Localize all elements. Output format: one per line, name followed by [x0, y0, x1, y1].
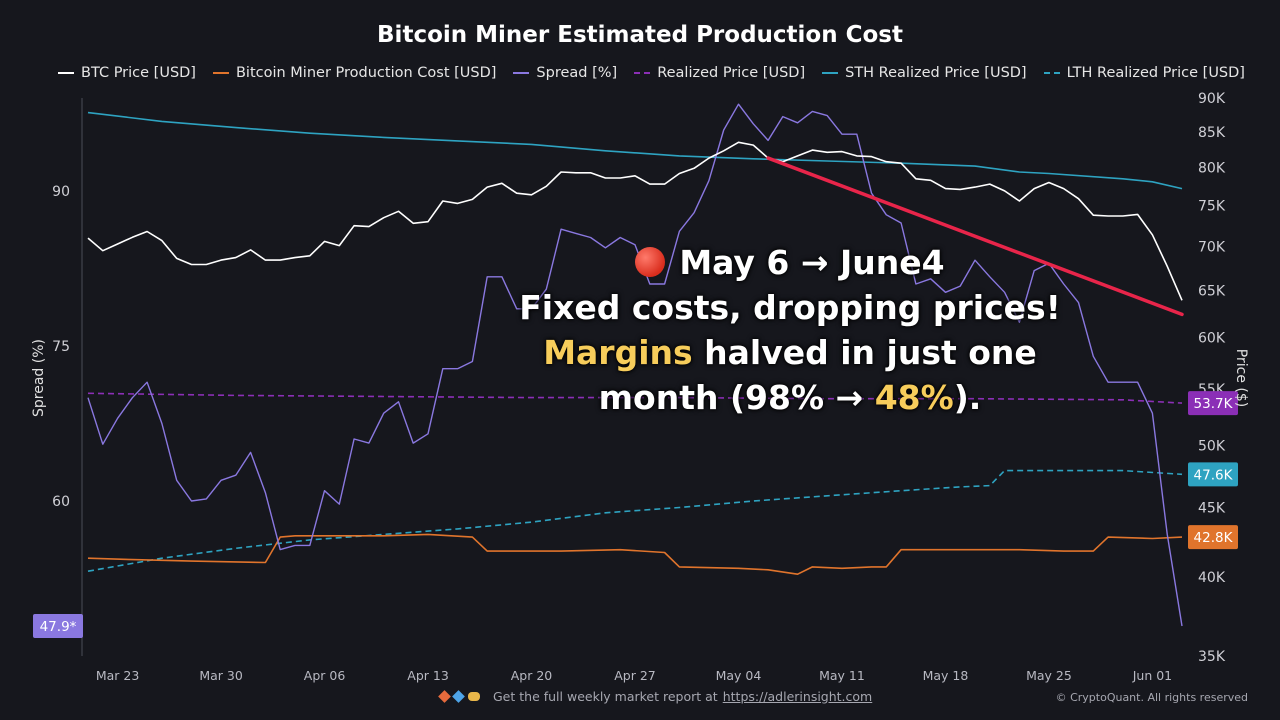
annotation-highlight-pct: 48% — [874, 378, 954, 417]
legend-item-spread[interactable]: Spread [%] — [513, 65, 617, 81]
y-right-tick-label-0: 35K — [1198, 649, 1226, 665]
annotation-date-range: May 6 → June4 — [679, 243, 945, 282]
x-tick-label-5: Apr 27 — [614, 668, 656, 683]
footer-link[interactable]: https://adlerinsight.com — [722, 689, 873, 704]
annotation-line-4-post: ). — [953, 378, 982, 417]
legend-item-sth-realized-price[interactable]: STH Realized Price [USD] — [822, 65, 1027, 81]
value-badge-label-1: 47.6K — [1194, 467, 1234, 483]
value-badge-3 — [33, 614, 83, 639]
x-tick-label-4: Apr 20 — [511, 668, 553, 683]
value-badge-0 — [1188, 391, 1238, 416]
annotation-line-2: Fixed costs, dropping prices! — [519, 288, 1061, 327]
legend-label-spread: Spread [%] — [536, 65, 618, 81]
value-badge-1 — [1188, 462, 1238, 487]
annotation-overlay: May 6 → June4 Fixed costs, dropping pric… — [500, 240, 1080, 420]
annotation-line-4-pre: month (98% → — [598, 378, 875, 417]
legend-item-btc-price[interactable]: BTC Price [USD] — [58, 65, 196, 81]
series-line-bitcoin-miner-production-cost-usd — [87, 533, 1183, 576]
annotation-line-3-rest: halved in just one — [692, 333, 1037, 372]
x-tick-label-6: May 04 — [716, 668, 762, 683]
legend-swatch-spread — [513, 72, 530, 74]
legend-item-lth-realized-price[interactable]: LTH Realized Price [USD] — [1043, 65, 1245, 81]
legend-swatch-production-cost — [212, 72, 229, 74]
y-right-tick-label-3: 50K — [1198, 438, 1226, 454]
copyright: © CryptoQuant. All rights reserved — [1055, 691, 1248, 704]
x-tick-label-9: May 25 — [1026, 668, 1072, 683]
y-right-tick-label-6: 65K — [1198, 283, 1226, 299]
series-line-lth-realized-price-usd — [87, 469, 1183, 572]
legend-swatch-realized-price — [634, 72, 651, 74]
value-badge-label-2: 42.8K — [1194, 530, 1234, 546]
series-line-realized-price-usd — [87, 392, 1183, 404]
value-badge-label-3: 47.9* — [40, 619, 77, 635]
legend-item-realized-price[interactable]: Realized Price [USD] — [634, 65, 805, 81]
legend-swatch-sth-realized-price — [822, 72, 839, 74]
legend-swatch-lth-realized-price — [1043, 72, 1060, 74]
orange-diamond-icon — [438, 690, 451, 703]
series-line-sth-realized-price-usd — [87, 111, 1183, 190]
y-right-tick-label-1: 40K — [1198, 570, 1226, 586]
x-tick-label-1: Mar 30 — [199, 668, 243, 683]
y-right-tick-label-9: 80K — [1198, 161, 1226, 177]
legend-label-btc-price: BTC Price [USD] — [81, 65, 196, 81]
legend-label-production-cost: Bitcoin Miner Production Cost [USD] — [235, 65, 497, 81]
x-tick-label-8: May 18 — [923, 668, 969, 683]
blue-diamond-icon — [452, 690, 465, 703]
y-left-tick-label-2: 90 — [52, 184, 70, 200]
y-right-tick-label-11: 90K — [1198, 91, 1226, 107]
y-right-tick-label-8: 75K — [1198, 199, 1226, 215]
y-axis-left-title: Spread (%) — [31, 339, 47, 417]
y-right-tick-label-5: 60K — [1198, 331, 1226, 347]
trend-line — [766, 156, 1184, 317]
legend: BTC Price [USD] Bitcoin Miner Production… — [58, 63, 1262, 83]
legend-label-realized-price: Realized Price [USD] — [657, 65, 806, 81]
value-badge-label-0: 53.7K — [1194, 396, 1234, 412]
y-left-tick-label-0: 60 — [52, 494, 70, 510]
annotation-highlight-margins: Margins — [543, 333, 693, 372]
chart-title: Bitcoin Miner Estimated Production Cost — [377, 22, 903, 48]
red-circle-icon — [635, 247, 666, 277]
series-line-btc-price-usd — [87, 141, 1183, 301]
y-right-tick-label-2: 45K — [1198, 501, 1226, 517]
footer: Get the full weekly market report at htt… — [438, 689, 873, 704]
footer-text: Get the full weekly market report at — [493, 689, 718, 704]
annotation-line-3: Margins halved in just one — [500, 330, 1080, 375]
value-badge-2 — [1188, 525, 1238, 550]
hands-icon — [468, 692, 480, 701]
legend-item-production-cost[interactable]: Bitcoin Miner Production Cost [USD] — [212, 65, 497, 81]
y-axis-right-title: Price ($) — [1233, 348, 1249, 408]
footer-icons — [438, 690, 485, 703]
x-tick-label-3: Apr 13 — [407, 668, 449, 683]
x-tick-label-2: Apr 06 — [304, 668, 346, 683]
legend-label-lth-realized-price: LTH Realized Price [USD] — [1066, 65, 1245, 81]
y-right-tick-label-7: 70K — [1198, 239, 1226, 255]
x-tick-label-10: Jun 01 — [1132, 668, 1172, 683]
y-left-tick-label-1: 75 — [52, 339, 70, 355]
legend-swatch-btc-price — [58, 72, 74, 74]
series-line-spread — [87, 103, 1183, 627]
x-tick-label-0: Mar 23 — [96, 668, 139, 683]
annotation-line-4: month (98% → 48%). — [500, 375, 1080, 420]
x-tick-label-7: May 11 — [819, 668, 865, 683]
annotation-line-1: May 6 → June4 — [500, 240, 1080, 285]
y-right-tick-label-10: 85K — [1198, 125, 1226, 141]
legend-label-sth-realized-price: STH Realized Price [USD] — [845, 65, 1027, 81]
